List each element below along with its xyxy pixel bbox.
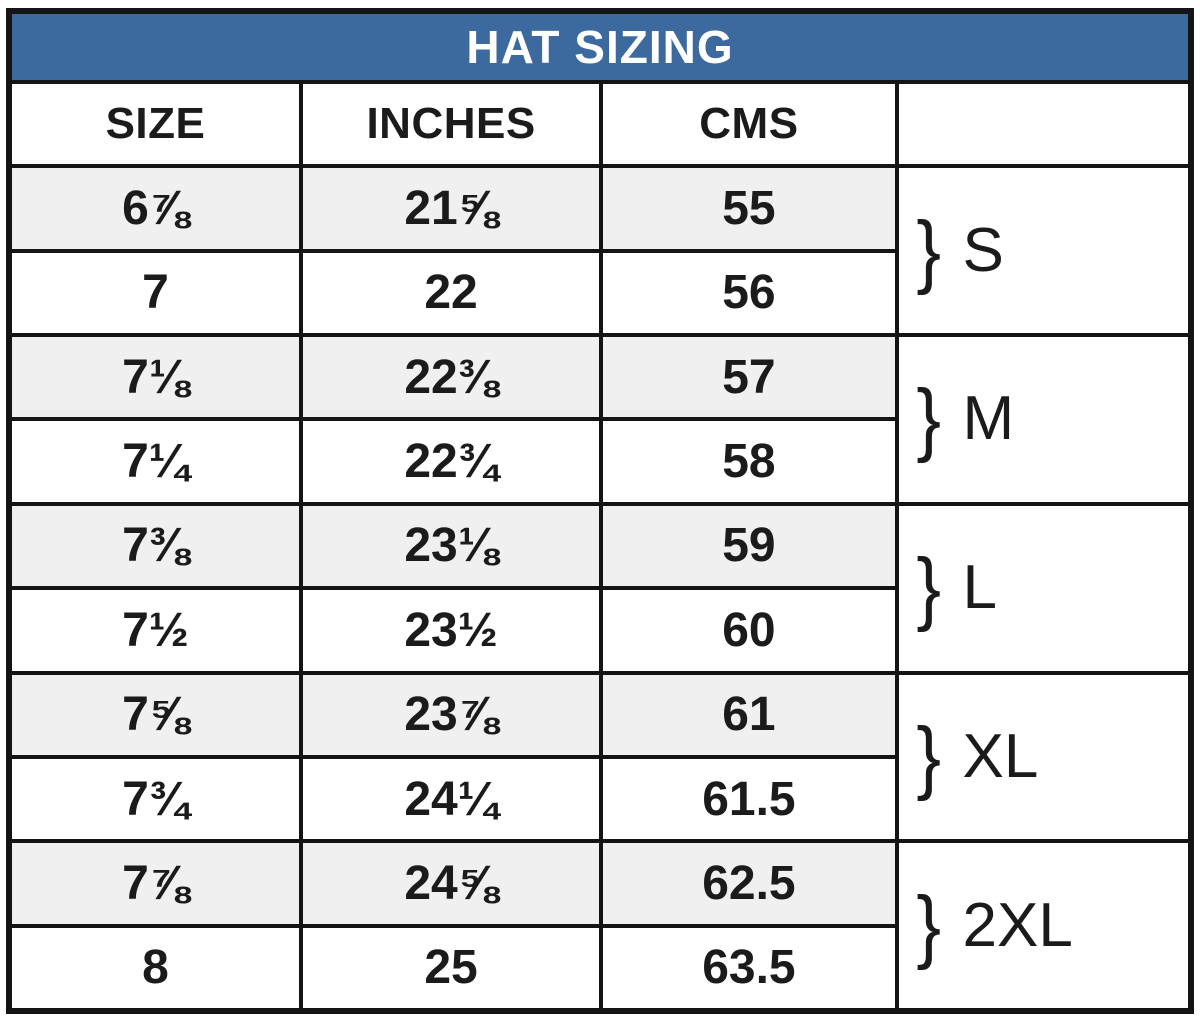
size-cell: 7⅞ xyxy=(7,839,303,928)
fit-group-label: L xyxy=(962,553,997,623)
cms-cell: 55 xyxy=(599,164,899,253)
hat-sizing-table: HAT SIZING SIZE INCHES CMS 6⅞ 21⅝ 55 } S… xyxy=(6,8,1194,1014)
column-header-size: SIZE xyxy=(7,79,303,169)
inches-cell: 22¾ xyxy=(298,417,604,506)
brace-icon: } xyxy=(916,542,941,634)
size-cell: 7⅝ xyxy=(7,670,303,759)
column-header-cms: CMS xyxy=(599,79,899,169)
fit-group-label: XL xyxy=(962,721,1039,791)
size-cell: 7 xyxy=(7,248,303,338)
brace-icon: } xyxy=(916,373,941,465)
inches-cell: 21⅝ xyxy=(298,164,604,253)
fit-group-m: } M xyxy=(894,333,1194,506)
column-header-row: SIZE INCHES CMS xyxy=(7,79,1194,169)
brace-icon: } xyxy=(916,204,941,296)
cms-cell: 57 xyxy=(599,333,899,422)
size-cell: 8 xyxy=(7,923,303,1014)
fit-group-label: M xyxy=(962,384,1015,454)
table-row: 7 22 56 xyxy=(7,248,1191,338)
inches-cell: 23⅛ xyxy=(298,501,604,591)
title-row: HAT SIZING xyxy=(7,9,1193,84)
fit-group-label: 2XL xyxy=(962,890,1073,960)
size-cell: 7¼ xyxy=(7,417,303,506)
table-row: 7⅛ 22⅜ 57 } M xyxy=(7,333,1194,506)
size-cell: 6⅞ xyxy=(7,164,303,253)
cms-cell: 62.5 xyxy=(599,839,899,928)
cms-cell: 59 xyxy=(599,501,899,591)
inches-cell: 22 xyxy=(298,248,604,338)
table-row: 8 25 63.5 xyxy=(7,923,1191,1014)
inches-cell: 22⅜ xyxy=(298,333,604,422)
table-row: 7⅜ 23⅛ 59 } L xyxy=(7,501,1194,675)
inches-cell: 24¼ xyxy=(298,754,604,844)
brace-icon: } xyxy=(916,879,941,971)
inches-cell: 23½ xyxy=(298,586,604,675)
column-header-inches: INCHES xyxy=(298,79,604,169)
table-row: 7⅞ 24⅝ 62.5 } 2XL xyxy=(7,839,1194,1013)
cms-cell: 61.5 xyxy=(599,754,899,844)
size-cell: 7¾ xyxy=(7,754,303,844)
inches-cell: 23⅞ xyxy=(298,670,604,759)
table-row: 7½ 23½ 60 xyxy=(7,586,1191,675)
inches-cell: 25 xyxy=(298,923,604,1014)
cms-cell: 61 xyxy=(599,670,899,759)
size-cell: 7⅛ xyxy=(7,333,303,422)
cms-cell: 60 xyxy=(599,586,899,675)
cms-cell: 63.5 xyxy=(599,923,899,1014)
fit-group-label: S xyxy=(962,215,1004,285)
fit-group-2xl: } 2XL xyxy=(894,839,1194,1013)
page-title: HAT SIZING xyxy=(7,9,1193,84)
table-row: 7⅝ 23⅞ 61 } XL xyxy=(7,670,1194,844)
column-header-fit xyxy=(894,79,1194,169)
cms-cell: 56 xyxy=(599,248,899,338)
table-row: 7¼ 22¾ 58 xyxy=(7,417,1191,506)
cms-cell: 58 xyxy=(599,417,899,506)
fit-group-xl: } XL xyxy=(894,670,1194,844)
fit-group-s: } S xyxy=(894,164,1194,338)
size-cell: 7⅜ xyxy=(7,501,303,591)
table-row: 7¾ 24¼ 61.5 xyxy=(7,754,1191,844)
inches-cell: 24⅝ xyxy=(298,839,604,928)
size-cell: 7½ xyxy=(7,586,303,675)
table-row: 6⅞ 21⅝ 55 } S xyxy=(7,164,1194,338)
fit-group-l: } L xyxy=(894,501,1194,675)
brace-icon: } xyxy=(916,710,941,802)
